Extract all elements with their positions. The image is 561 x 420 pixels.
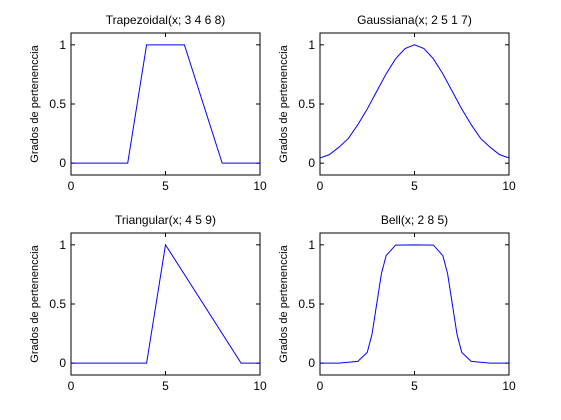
- x-tick-label: 10: [253, 179, 267, 193]
- chart-title: Bell(x; 2 8 5): [381, 213, 448, 227]
- y-tick-label: 1: [59, 238, 66, 252]
- plot-frame: [320, 233, 509, 375]
- y-tick-label: 0.5: [49, 297, 66, 311]
- x-tick-label: 5: [411, 379, 418, 393]
- y-tick-label: 0: [59, 156, 66, 170]
- y-tick-label: 1: [59, 38, 66, 52]
- y-axis-label: Grados de pertenenccia: [29, 44, 41, 162]
- x-tick-label: 10: [502, 179, 516, 193]
- y-tick-label: 1: [308, 238, 315, 252]
- y-tick-label: 0.5: [298, 97, 315, 111]
- y-tick-label: 0: [308, 156, 315, 170]
- chart-title: Gaussiana(x; 2 5 1 7): [357, 13, 472, 27]
- plot-frame: [71, 233, 260, 375]
- x-tick-label: 0: [317, 179, 324, 193]
- y-tick-label: 1: [308, 38, 315, 52]
- chart-title: Trapezoidal(x; 3 4 6 8): [106, 13, 226, 27]
- x-tick-label: 5: [162, 379, 169, 393]
- x-tick-label: 0: [68, 179, 75, 193]
- y-tick-label: 0: [59, 356, 66, 370]
- subplot-4: 0 5 10 0 0.5 1 Bell(x; 2 8 5) Grados de pertene…: [278, 213, 516, 393]
- chart-title: Triangular(x; 4 5 9): [115, 213, 216, 227]
- y-tick-label: 0: [308, 356, 315, 370]
- y-axis-label: Grados de pertenenccia: [278, 44, 290, 162]
- subplot-3: 0 5 10 0 0.5 1 Triangular(x; 4 5 9) Grados de p…: [29, 213, 267, 393]
- x-tick-label: 10: [502, 379, 516, 393]
- x-tick-label: 5: [411, 179, 418, 193]
- y-axis-label: Grados de pertenenccia: [278, 244, 290, 362]
- y-tick-label: 0.5: [49, 97, 66, 111]
- x-tick-label: 0: [68, 379, 75, 393]
- subplot-2: 0 5 10 0 0.5 1 Gaussiana(x; 2 5 1 7) Grados de …: [278, 13, 516, 193]
- plot-frame: [71, 33, 260, 175]
- y-tick-label: 0.5: [298, 297, 315, 311]
- x-tick-label: 0: [317, 379, 324, 393]
- subplot-1: 0 5 10 0 0.5 1 Trapezoidal(x; 3 4 6 8) Grados d…: [29, 13, 267, 193]
- x-tick-label: 10: [253, 379, 267, 393]
- x-tick-label: 5: [162, 179, 169, 193]
- plot-frame: [320, 33, 509, 175]
- y-axis-label: Grados de pertenenccia: [29, 244, 41, 362]
